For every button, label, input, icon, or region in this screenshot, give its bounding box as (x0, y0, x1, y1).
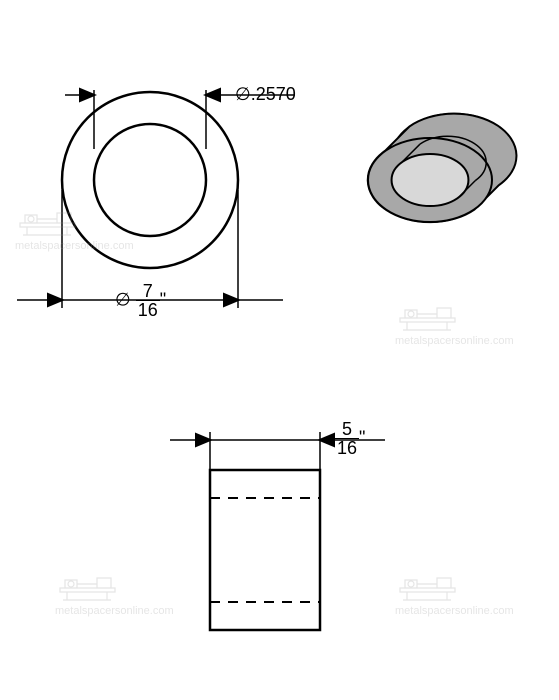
top-view (62, 92, 238, 268)
inner-dia-label: ∅.2570 (235, 84, 296, 105)
drawing-canvas: ∅.2570 ∅ 7 16 " 5 16 " metalspacersonlin… (0, 0, 559, 700)
inner-dia-value: .2570 (251, 84, 296, 104)
unit: " (160, 289, 166, 309)
fraction-num: 7 (136, 282, 160, 301)
unit: " (359, 427, 365, 447)
dia-symbol: ∅ (235, 84, 251, 104)
fraction-num: 5 (335, 420, 359, 439)
inner-dia-dim (0, 0, 295, 136)
outer-dia-fraction: 7 16 (136, 282, 160, 319)
fraction-den: 16 (335, 439, 359, 457)
drawing-svg (0, 0, 559, 700)
fraction-den: 16 (136, 301, 160, 319)
outer-dia-label: ∅ 7 16 " (115, 282, 166, 319)
side-view (210, 470, 320, 630)
dia-symbol: ∅ (115, 289, 131, 309)
iso-view (368, 114, 517, 223)
length-fraction: 5 16 (335, 420, 359, 457)
length-label: 5 16 " (335, 420, 365, 457)
